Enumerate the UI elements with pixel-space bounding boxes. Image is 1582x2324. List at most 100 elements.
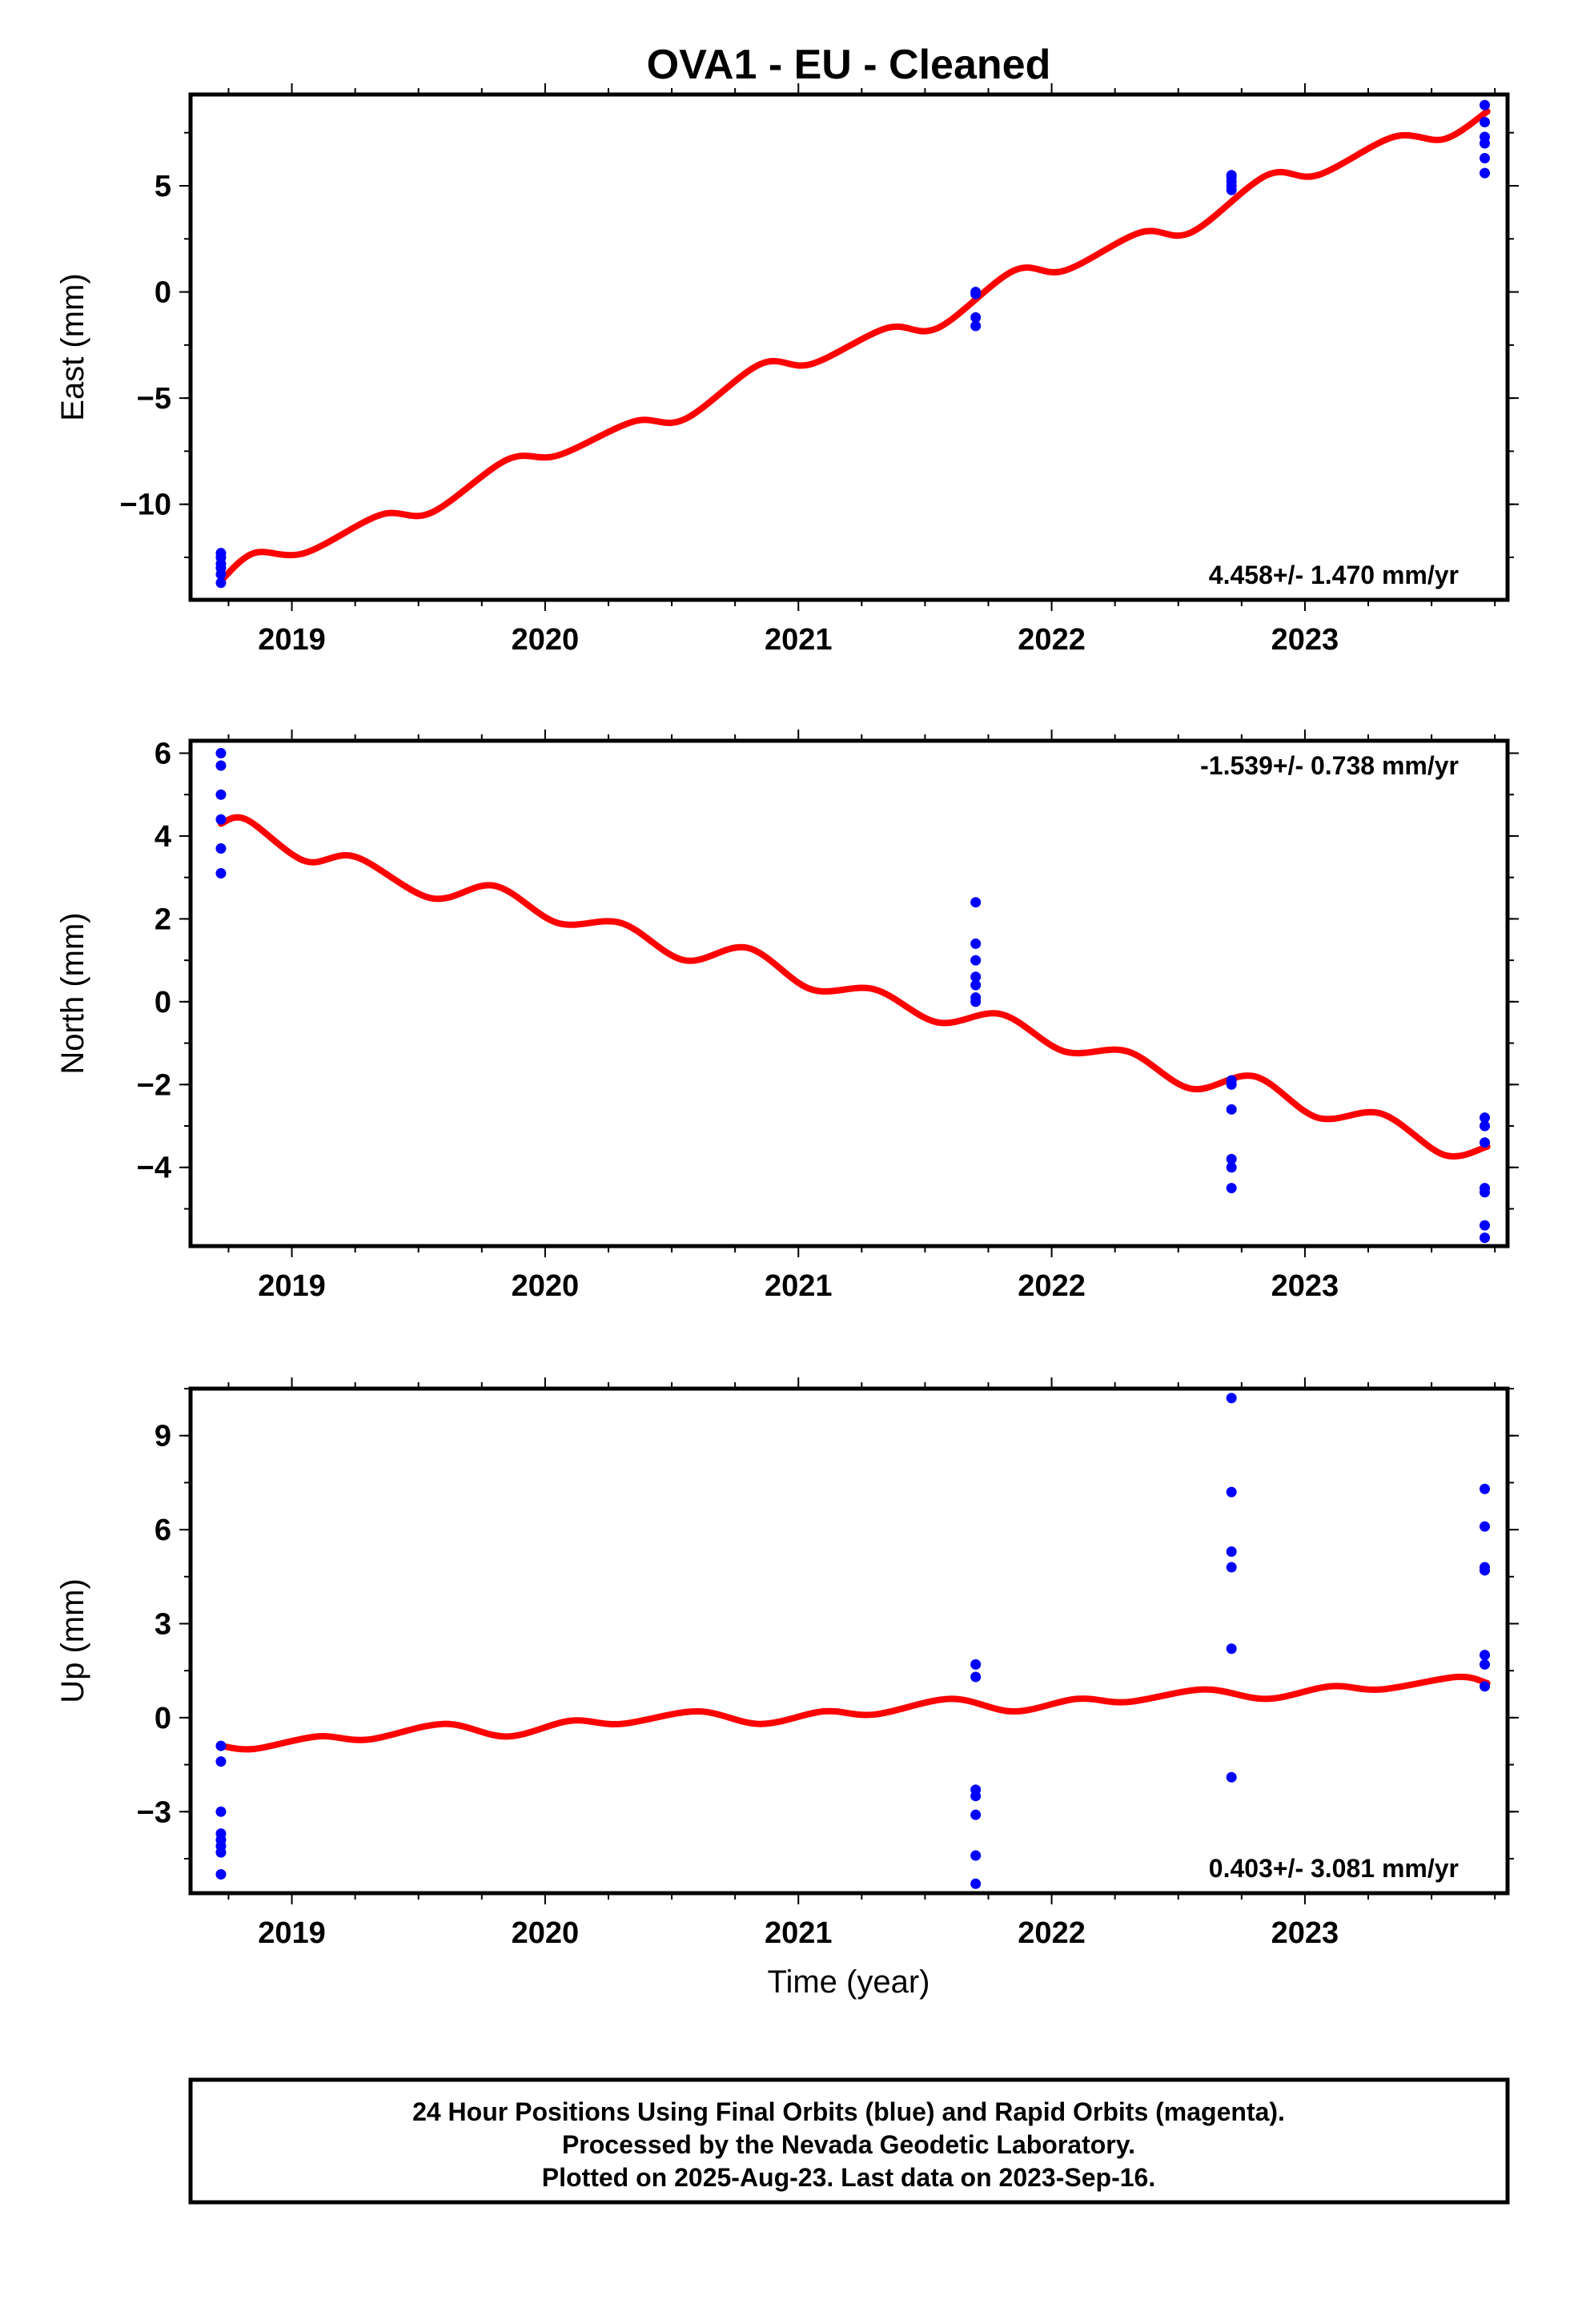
east-plot-frame (188, 92, 1510, 602)
up-y-tick-label: 3 (155, 1607, 171, 1641)
east-fit-line (217, 108, 1491, 585)
north-y-tick-label: 0 (155, 986, 171, 1019)
east-data-point (1480, 153, 1491, 164)
north-plot-frame (188, 738, 1510, 1248)
up-data-point (1480, 1681, 1491, 1692)
up-fit-line (217, 1673, 1491, 1753)
north-data-point (970, 979, 982, 991)
east-data-point (1480, 99, 1491, 111)
up-data-point (215, 1869, 227, 1880)
caption-line-2: Processed by the Nevada Geodetic Laborat… (562, 2130, 1135, 2159)
up-data-point (970, 1878, 982, 1889)
north-x-tick-label: 2021 (765, 1269, 833, 1303)
north-data-point (215, 760, 227, 771)
up-data-point (1226, 1643, 1237, 1655)
east-y-tick-label: 5 (155, 170, 171, 203)
north-fit-line (217, 814, 1491, 1160)
north-data-point (970, 897, 982, 908)
up-y-axis-label: Up (mm) (55, 1578, 90, 1703)
up-data-point (1480, 1650, 1491, 1661)
up-data-point (215, 1847, 227, 1858)
caption-line-3: Plotted on 2025-Aug-23. Last data on 202… (542, 2163, 1155, 2192)
up-panel: 2019 2020 2021 2022 2023 9 6 3 0 −3 Up (mm) 0.403+/… (55, 1377, 1519, 1950)
east-data-point (970, 312, 982, 323)
north-data-point (215, 814, 227, 825)
north-rate-label: -1.539+/- 0.738 mm/yr (1200, 751, 1459, 780)
up-x-tick-label: 2019 (258, 1916, 326, 1950)
up-y-tick-label: 9 (155, 1420, 171, 1454)
up-data-point (970, 1659, 982, 1670)
north-data-point (970, 971, 982, 983)
north-data-point (970, 955, 982, 966)
up-data-point (1226, 1486, 1237, 1498)
up-data-point (1480, 1483, 1491, 1494)
north-data-point (970, 996, 982, 1007)
north-data-point (215, 868, 227, 879)
up-data-point (1480, 1659, 1491, 1670)
caption-line-1: 24 Hour Positions Using Final Orbits (bl… (412, 2097, 1285, 2126)
up-rate-label: 0.403+/- 3.081 mm/yr (1209, 1854, 1459, 1883)
north-data-point (1226, 1183, 1237, 1194)
north-data-point (215, 842, 227, 854)
up-data-point (1226, 1546, 1237, 1557)
up-y-tick-label: 0 (155, 1702, 171, 1735)
caption-frame (188, 2077, 1510, 2205)
east-data-point (1480, 131, 1491, 143)
up-y-tick-label: 6 (155, 1514, 171, 1547)
north-y-tick-label: −4 (137, 1152, 171, 1185)
east-data-point (970, 287, 982, 298)
east-data-point (215, 577, 227, 589)
north-x-tick-label: 2020 (512, 1269, 580, 1303)
east-y-tick-label: −5 (137, 382, 171, 416)
up-x-tick-label: 2023 (1271, 1916, 1339, 1950)
north-x-tick-label: 2019 (258, 1269, 326, 1303)
north-data-point (1226, 1079, 1237, 1090)
up-data-point (215, 1806, 227, 1817)
east-x-tick-label: 2020 (512, 623, 580, 657)
up-data-point (1480, 1521, 1491, 1532)
east-x-tick-label: 2021 (765, 623, 833, 657)
east-y-tick-label: 0 (155, 276, 171, 310)
x-axis-label: Time (year) (768, 1964, 930, 2000)
north-x-tick-label: 2022 (1018, 1269, 1086, 1303)
north-y-tick-label: −2 (137, 1068, 171, 1102)
up-data-point (215, 1740, 227, 1751)
up-data-point (215, 1756, 227, 1767)
up-x-tick-label: 2021 (765, 1916, 833, 1950)
caption-box: 24 Hour Positions Using Final Orbits (bl… (188, 2077, 1510, 2205)
north-data-point (1226, 1104, 1237, 1115)
up-data-point (1226, 1771, 1237, 1783)
up-data-point (1480, 1565, 1491, 1576)
east-data-point (970, 320, 982, 332)
up-plot-frame (188, 1386, 1510, 1896)
north-data-point (1226, 1153, 1237, 1164)
up-data-point (970, 1850, 982, 1861)
north-y-tick-label: 4 (155, 820, 171, 854)
north-y-tick-label: 6 (155, 738, 171, 771)
east-data-point (1480, 116, 1491, 127)
north-y-tick-label: 2 (155, 903, 171, 936)
east-panel: 2019 2020 2021 2022 2023 5 0 −5 −10 East (mm) 4.45… (55, 83, 1519, 657)
east-data-point (1226, 170, 1237, 181)
north-data-point (215, 748, 227, 759)
up-data-point (1226, 1393, 1237, 1404)
north-data-point (1480, 1187, 1491, 1198)
north-data-point (215, 789, 227, 800)
north-data-point (1480, 1220, 1491, 1231)
north-data-point (1480, 1137, 1491, 1148)
up-data-point (970, 1671, 982, 1683)
up-data-point (970, 1791, 982, 1802)
east-data-point (1480, 167, 1491, 179)
chart-title: OVA1 - EU - Cleaned (647, 42, 1051, 88)
up-data-point (1226, 1562, 1237, 1573)
east-y-axis-label: East (mm) (55, 273, 90, 420)
north-panel: 2019 2020 2021 2022 2023 6 4 2 0 −2 −4 North (mm) -1… (55, 730, 1519, 1303)
east-y-tick-label: −10 (120, 489, 171, 522)
east-x-tick-label: 2019 (258, 623, 326, 657)
east-data-point (215, 548, 227, 559)
north-data-point (1226, 1162, 1237, 1173)
up-x-tick-label: 2022 (1018, 1916, 1086, 1950)
up-x-tick-label: 2020 (512, 1916, 580, 1950)
east-rate-label: 4.458+/- 1.470 mm/yr (1209, 561, 1459, 589)
